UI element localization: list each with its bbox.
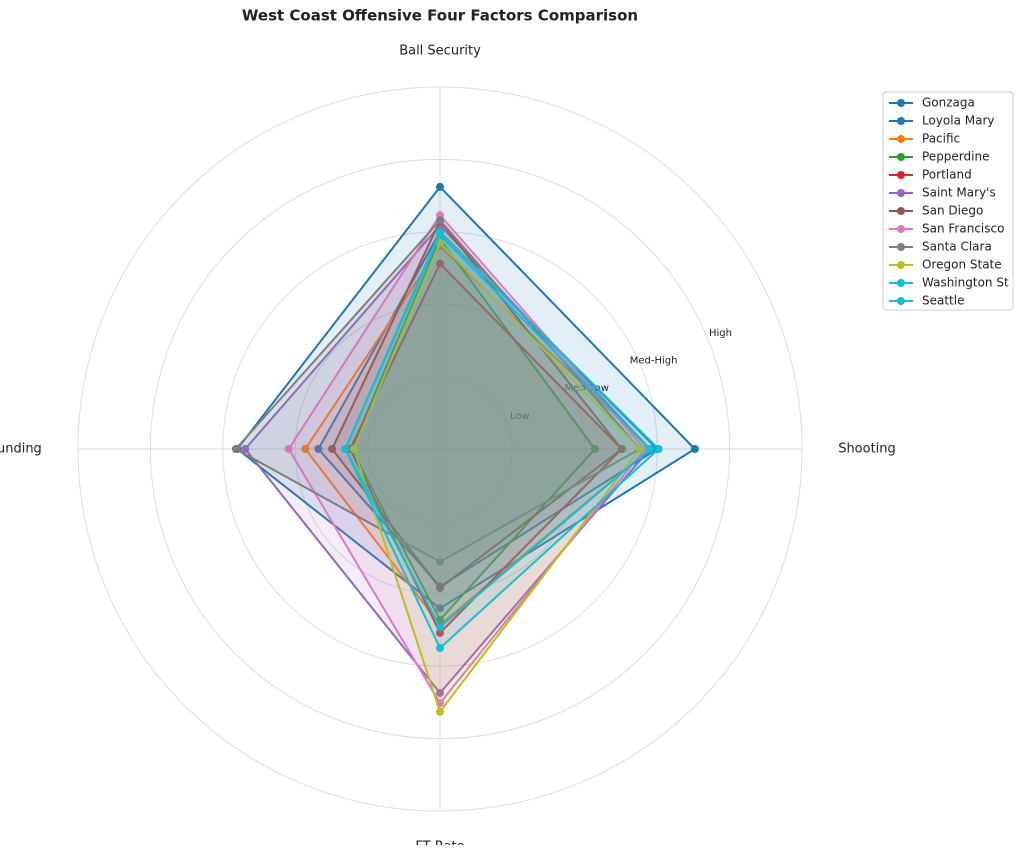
legend-label: Loyola Mary (922, 114, 995, 128)
point (436, 623, 444, 632)
legend-label: Saint Mary's (922, 186, 996, 200)
point (349, 445, 358, 453)
point (436, 584, 444, 593)
legend-marker (897, 117, 905, 125)
legend-marker (897, 189, 905, 197)
point (436, 259, 444, 268)
legend-label: San Diego (922, 204, 983, 218)
point (635, 445, 644, 453)
point (231, 445, 240, 453)
legend: Gonzaga Loyola Mary Pacific Pepperdine Portl… (889, 96, 1009, 308)
point (436, 628, 444, 637)
legend-label: Oregon State (922, 258, 1002, 272)
legend-marker (897, 243, 905, 251)
point (436, 182, 444, 191)
point (654, 445, 663, 453)
legend-label: Gonzaga (922, 96, 975, 110)
legend-marker (897, 261, 905, 269)
axis-label: FT Rate (415, 840, 464, 845)
legend-marker (897, 279, 905, 287)
point (241, 445, 250, 453)
point (436, 604, 444, 613)
point (328, 445, 337, 453)
legend-label: Seattle (922, 294, 964, 308)
legend-marker (897, 297, 905, 305)
legend-marker (897, 171, 905, 179)
point (436, 688, 444, 697)
legend-label: Pepperdine (922, 150, 989, 164)
legend-label: Pacific (922, 132, 960, 146)
legend-label: San Francisco (922, 222, 1004, 236)
point (690, 445, 699, 453)
point (590, 445, 599, 453)
axis-label: Off Rebounding (0, 442, 42, 457)
point (617, 445, 626, 453)
legend-frame (882, 91, 1014, 311)
legend-label: Washington St (922, 276, 1009, 290)
point (284, 445, 293, 453)
point (341, 445, 350, 453)
radial-tick-label: Med-High (630, 356, 678, 367)
legend-label: Santa Clara (922, 240, 992, 254)
axis-label: Ball Security (399, 43, 481, 58)
point (436, 227, 444, 236)
radial-tick-label: Low (510, 411, 530, 422)
axis-label: Shooting (838, 442, 896, 457)
legend-label: Portland (922, 168, 972, 182)
legend-marker (897, 207, 905, 215)
legend-marker (897, 135, 905, 143)
legend-marker (897, 225, 905, 233)
point (436, 557, 444, 566)
legend-marker (897, 153, 905, 161)
point (314, 445, 323, 453)
point (436, 216, 444, 225)
plot (231, 182, 699, 716)
point (645, 445, 654, 453)
point (436, 707, 444, 716)
legend-marker (897, 99, 905, 107)
chart-title: West Coast Offensive Four Factors Compar… (242, 7, 638, 25)
point (436, 644, 444, 653)
radial-tick-label: High (709, 328, 732, 339)
point (301, 445, 310, 453)
